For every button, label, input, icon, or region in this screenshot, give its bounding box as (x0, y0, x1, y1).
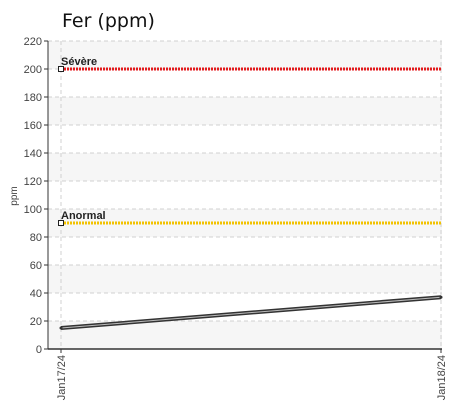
y-tick-label: 220 (24, 36, 42, 48)
x-tick-labels: Jan17/24 Jan18/24 (56, 355, 448, 400)
plot-band (48, 41, 442, 69)
plot-bands (48, 41, 442, 349)
y-tick-label: 120 (24, 176, 42, 188)
threshold-marker (58, 220, 64, 226)
y-tick-label: 20 (30, 316, 42, 328)
y-tick-label: 160 (24, 120, 42, 132)
threshold-marker (58, 66, 64, 72)
y-tick-label: 200 (24, 64, 42, 76)
plot-band (48, 153, 442, 181)
data-point (59, 326, 63, 330)
plot-band (48, 97, 442, 125)
x-tick-label: Jan18/24 (436, 355, 448, 400)
threshold-lines: Sévère Anormal (58, 56, 442, 226)
threshold-label: Anormal (61, 210, 106, 222)
grid-lines (44, 40, 442, 353)
chart-title: Fer (ppm) (62, 10, 155, 32)
threshold-label: Sévère (61, 56, 97, 68)
y-tick-label: 0 (36, 344, 42, 356)
plot-band (48, 265, 442, 293)
data-point (439, 295, 443, 299)
x-tick-label: Jan17/24 (56, 355, 68, 400)
data-series (59, 295, 443, 330)
y-axis-label: ppm (9, 186, 20, 205)
y-tick-label: 140 (24, 148, 42, 160)
y-tick-labels: 0 20 40 60 80 100 120 140 160 180 200 220 (24, 36, 42, 356)
y-tick-label: 80 (30, 232, 42, 244)
y-tick-label: 180 (24, 92, 42, 104)
axes (47, 41, 442, 350)
y-tick-label: 60 (30, 260, 42, 272)
series-line-highlight (60, 296, 442, 329)
y-tick-label: 100 (24, 204, 42, 216)
y-tick-label: 40 (30, 288, 42, 300)
